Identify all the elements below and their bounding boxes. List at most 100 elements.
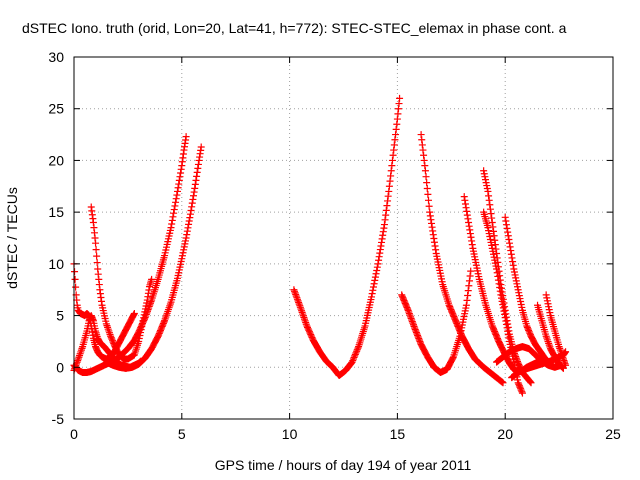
data-point	[526, 377, 534, 385]
data-point	[392, 131, 400, 139]
data-point	[183, 227, 191, 235]
data-point	[191, 180, 199, 188]
data-point	[511, 271, 519, 279]
y-tick-label: 10	[48, 256, 64, 272]
data-point	[517, 386, 525, 394]
data-point	[76, 351, 84, 359]
data-point	[177, 169, 185, 177]
y-tick-label: 20	[48, 152, 64, 168]
data-point	[499, 301, 507, 309]
data-point	[517, 300, 525, 308]
data-point	[514, 283, 522, 291]
data-point	[514, 376, 522, 384]
data-point	[523, 323, 531, 331]
data-point	[481, 176, 489, 184]
data-point	[545, 339, 553, 347]
x-axis-label: GPS time / hours of day 194 of year 2011	[215, 457, 472, 473]
plot-frame	[73, 56, 614, 420]
series-14	[542, 291, 570, 369]
data-point	[489, 250, 497, 258]
data-point	[544, 338, 552, 346]
data-point	[500, 307, 508, 315]
series-11	[480, 208, 526, 397]
data-point	[181, 240, 189, 248]
data-point	[506, 243, 514, 251]
data-point	[499, 304, 507, 312]
data-point	[175, 180, 183, 188]
data-point	[387, 167, 395, 175]
data-point	[557, 361, 565, 369]
data-point	[514, 286, 522, 294]
data-point	[384, 197, 392, 205]
data-point	[556, 344, 564, 352]
data-point	[468, 237, 476, 245]
data-point	[103, 322, 111, 330]
data-point	[78, 344, 86, 352]
data-point	[506, 340, 514, 348]
data-point	[391, 136, 399, 144]
data-point	[515, 292, 523, 300]
data-point	[488, 244, 496, 252]
data-point	[465, 277, 473, 285]
data-point	[370, 280, 378, 288]
data-point	[507, 250, 515, 258]
data-point	[480, 170, 488, 178]
data-point	[106, 330, 114, 338]
data-point	[172, 195, 180, 203]
data-point	[516, 295, 524, 303]
data-point	[489, 227, 497, 235]
data-point	[463, 211, 471, 219]
data-point	[504, 327, 512, 335]
data-point	[503, 224, 511, 232]
data-point	[173, 191, 181, 199]
data-point	[491, 241, 499, 249]
data-point	[130, 310, 138, 318]
data-point	[188, 203, 196, 211]
data-point	[369, 286, 377, 294]
data-point	[491, 256, 499, 264]
data-point	[109, 338, 117, 346]
data-point	[489, 247, 497, 255]
data-point	[464, 215, 472, 223]
data-point	[480, 167, 488, 175]
data-point	[172, 198, 180, 206]
data-point	[388, 162, 396, 170]
data-point	[77, 346, 85, 354]
data-point	[502, 217, 510, 225]
data-point	[421, 162, 429, 170]
data-point	[505, 235, 513, 243]
data-point	[497, 291, 505, 299]
x-tick-label: 20	[497, 426, 513, 442]
data-point	[461, 200, 469, 208]
data-point	[501, 310, 509, 318]
data-point	[485, 192, 493, 200]
data-point	[545, 306, 553, 314]
data-point	[168, 220, 176, 228]
data-point	[527, 379, 535, 387]
data-point	[515, 380, 523, 388]
data-point	[484, 187, 492, 195]
data-point	[486, 233, 494, 241]
data-point	[504, 331, 512, 339]
data-point	[562, 348, 570, 356]
data-point	[425, 196, 433, 204]
data-point	[354, 344, 362, 352]
data-point	[191, 184, 199, 192]
data-point	[371, 276, 379, 284]
data-point	[493, 250, 501, 258]
data-point	[513, 280, 521, 288]
data-point	[504, 232, 512, 240]
data-point	[349, 357, 357, 365]
data-point	[175, 176, 183, 184]
data-point	[194, 160, 202, 168]
data-point	[369, 283, 377, 291]
data-point	[488, 241, 496, 249]
data-point	[466, 272, 474, 280]
data-point	[496, 287, 504, 295]
data-point	[544, 300, 552, 308]
data-point	[185, 220, 193, 228]
data-point	[525, 326, 533, 334]
data-point	[388, 156, 396, 164]
data-point	[190, 188, 198, 196]
